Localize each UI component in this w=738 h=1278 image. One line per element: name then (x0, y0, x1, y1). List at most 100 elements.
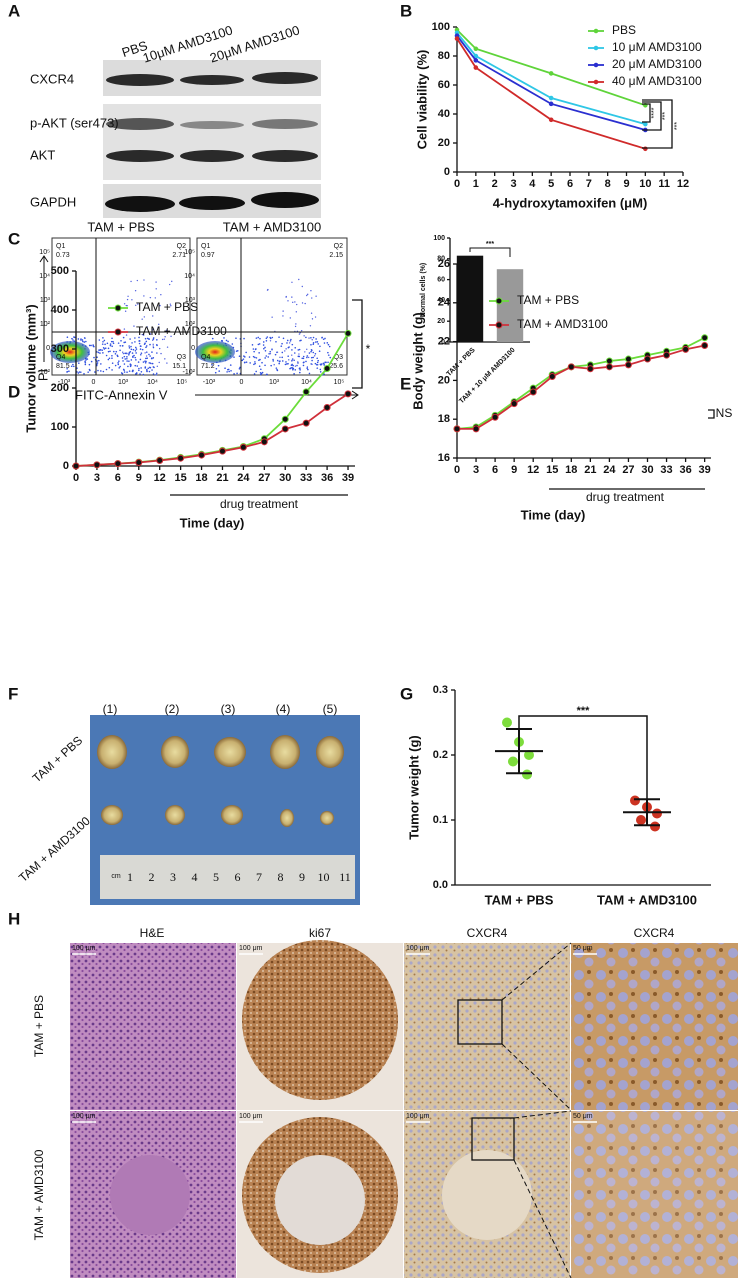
flow-dot (236, 372, 238, 375)
x-tick-label: 24 (237, 472, 250, 484)
flow-title: TAM + AMD3100 (223, 219, 321, 234)
flow-dot (130, 348, 133, 351)
flow-dot (142, 334, 145, 336)
flow-dot (138, 367, 140, 370)
flow-dot (217, 364, 220, 367)
x-tick-label: 6 (492, 464, 498, 476)
flow-dot (70, 365, 73, 368)
flow-dot (97, 351, 100, 354)
flow-dot (244, 361, 246, 364)
y-tick-label: 0.3 (433, 684, 448, 696)
flow-dot (228, 370, 230, 373)
row-label: TAM + AMD3100 (16, 814, 93, 885)
flow-dot (327, 354, 330, 356)
flow-dot (252, 355, 255, 358)
flow-dot (262, 341, 265, 343)
quadrant-name: Q2 (334, 243, 343, 250)
scale-bar-label: 100 μm (406, 945, 430, 952)
point (177, 454, 185, 462)
flow-dot (279, 360, 281, 362)
point (472, 425, 480, 433)
flow-dot (269, 353, 272, 355)
flow-dot (261, 371, 264, 374)
flow-dot (291, 358, 294, 360)
flow-y-tick: 10³ (40, 297, 51, 304)
flow-dot (142, 361, 145, 363)
flow-dot (300, 329, 303, 332)
flow-dot (96, 356, 98, 359)
flow-dot (83, 337, 86, 339)
point (473, 58, 479, 63)
flow-dot (271, 349, 273, 351)
flow-dot (131, 370, 134, 373)
flow-dot (118, 360, 120, 362)
flow-dot (149, 333, 152, 335)
flow-dot (71, 337, 73, 340)
flow-dot (128, 345, 130, 347)
x-tick-label: 39 (342, 472, 354, 484)
flow-dot (316, 363, 319, 366)
y-tick-label: 80 (438, 50, 450, 62)
ruler (100, 855, 355, 899)
flow-dot (138, 342, 141, 345)
flow-arrow (39, 255, 49, 362)
flow-dot (68, 370, 70, 373)
flow-dot (324, 337, 326, 340)
point (302, 388, 310, 396)
y-tick-label: 24 (438, 297, 451, 309)
flow-dot (155, 373, 157, 376)
y-tick-label: 0 (444, 166, 450, 178)
ruler-number: 8 (278, 870, 284, 884)
flow-dot (249, 362, 251, 364)
flow-dot (257, 336, 260, 339)
flow-dot (136, 365, 139, 367)
flow-dot (148, 366, 151, 369)
flow-dot (124, 341, 127, 343)
point (605, 363, 613, 371)
flow-dot (327, 361, 329, 364)
flow-dot (169, 303, 172, 305)
flow-dot (308, 337, 310, 339)
flow-dot (310, 344, 312, 346)
flow-dot (141, 333, 143, 336)
annotation-line (708, 409, 715, 419)
flow-dot (262, 344, 265, 346)
flow-dot (131, 299, 133, 301)
point (510, 400, 518, 408)
flow-dot (227, 340, 229, 343)
flow-dot (133, 354, 135, 357)
y-axis-label: Tumor volume (mm³) (23, 304, 38, 432)
flow-dot (164, 336, 166, 338)
legend-marker (114, 328, 122, 336)
flow-dot (291, 354, 293, 356)
flow-dot (150, 362, 152, 365)
flow-y-tick: 10⁴ (39, 273, 50, 280)
point (605, 357, 613, 365)
flow-x-tick: 10⁵ (334, 379, 345, 386)
flow-dot (131, 352, 134, 354)
y-tick-label: 16 (438, 452, 450, 464)
quadrant-value: 81.5 (56, 363, 70, 370)
panel-letter: C (8, 229, 20, 248)
ruler-number: 3 (170, 870, 176, 884)
flow-dot (287, 300, 289, 302)
y-tick-label: 200 (51, 382, 69, 394)
flow-dot (301, 285, 303, 288)
row-label: TAM + AMD3100 (32, 1149, 46, 1240)
x-tick-label: 10 (639, 178, 651, 190)
y-tick-label: 0.1 (433, 814, 448, 826)
flow-dot (274, 353, 277, 356)
blot-row-label: AKT (30, 147, 55, 162)
x-tick-label: 39 (699, 464, 711, 476)
point (548, 71, 554, 76)
flow-dot (308, 372, 311, 375)
flow-dot (124, 358, 126, 360)
series-line (75, 393, 349, 467)
flow-dot (306, 355, 309, 357)
quadrant-name: Q3 (334, 354, 343, 361)
column-header: CXCR4 (467, 926, 508, 940)
flow-dot (298, 353, 300, 355)
x-tick-label: 0 (73, 472, 79, 484)
flow-dot (259, 358, 261, 361)
flow-dot (103, 348, 106, 350)
